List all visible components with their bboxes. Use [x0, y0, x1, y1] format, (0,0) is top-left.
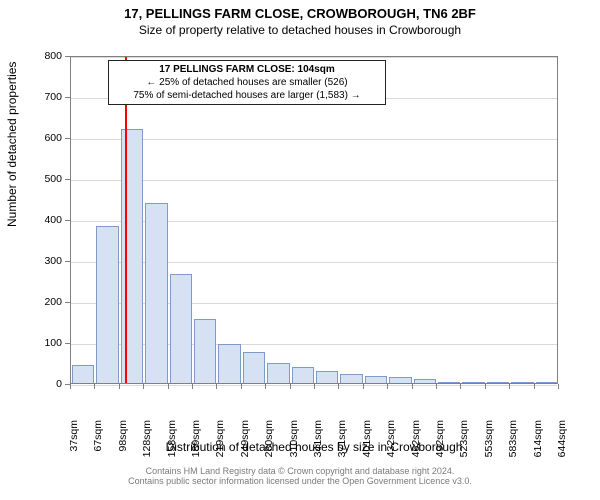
y-tick-mark [65, 56, 70, 57]
gridline [71, 139, 557, 140]
x-tick-mark [241, 384, 242, 389]
chart-container: 17, PELLINGS FARM CLOSE, CROWBOROUGH, TN… [0, 0, 600, 500]
gridline [71, 221, 557, 222]
histogram-bar [170, 274, 192, 383]
x-tick-label: 128sqm [141, 420, 153, 472]
y-tick-label: 0 [30, 378, 62, 390]
subject-marker-line [125, 57, 127, 383]
y-axis-label: Number of detached properties [5, 211, 19, 227]
histogram-bar [267, 363, 289, 384]
histogram-bar [438, 382, 460, 383]
x-tick-label: 341sqm [312, 420, 324, 472]
x-tick-mark [192, 384, 193, 389]
x-tick-label: 280sqm [263, 420, 275, 472]
y-tick-mark [65, 97, 70, 98]
x-tick-mark [412, 384, 413, 389]
x-tick-mark [387, 384, 388, 389]
histogram-bar [462, 382, 484, 383]
gridline [71, 180, 557, 181]
annotation-line-3: 75% of semi-detached houses are larger (… [113, 89, 381, 102]
x-tick-label: 583sqm [507, 420, 519, 472]
x-tick-label: 614sqm [532, 420, 544, 472]
histogram-bar [389, 377, 411, 383]
x-tick-mark [558, 384, 559, 389]
annotation-box: 17 PELLINGS FARM CLOSE: 104sqm ← 25% of … [108, 60, 386, 105]
x-tick-label: 492sqm [434, 420, 446, 472]
y-tick-mark [65, 302, 70, 303]
histogram-bar [243, 352, 265, 383]
y-tick-mark [65, 179, 70, 180]
histogram-bar [487, 382, 509, 383]
x-tick-mark [70, 384, 71, 389]
y-tick-mark [65, 220, 70, 221]
gridline [71, 303, 557, 304]
x-tick-label: 523sqm [458, 420, 470, 472]
histogram-bar [536, 382, 558, 383]
annotation-line-2: ← 25% of detached houses are smaller (52… [113, 76, 381, 89]
x-tick-label: 432sqm [385, 420, 397, 472]
y-tick-label: 400 [30, 214, 62, 226]
x-tick-label: 37sqm [68, 420, 80, 472]
annotation-line-1: 17 PELLINGS FARM CLOSE: 104sqm [113, 63, 381, 76]
chart-title: 17, PELLINGS FARM CLOSE, CROWBOROUGH, TN… [0, 0, 600, 21]
footer-line-2: Contains public sector information licen… [0, 476, 600, 486]
y-tick-label: 600 [30, 132, 62, 144]
y-tick-label: 300 [30, 255, 62, 267]
y-tick-label: 700 [30, 91, 62, 103]
x-tick-mark [460, 384, 461, 389]
histogram-bar [365, 376, 387, 383]
x-tick-mark [436, 384, 437, 389]
y-tick-label: 800 [30, 50, 62, 62]
histogram-bar [145, 203, 167, 383]
y-tick-label: 200 [30, 296, 62, 308]
x-tick-label: 310sqm [288, 420, 300, 472]
x-tick-mark [485, 384, 486, 389]
x-tick-label: 219sqm [214, 420, 226, 472]
x-tick-mark [509, 384, 510, 389]
x-tick-mark [314, 384, 315, 389]
x-tick-label: 644sqm [556, 420, 568, 472]
histogram-bar [72, 365, 94, 383]
x-tick-label: 553sqm [483, 420, 495, 472]
x-tick-mark [265, 384, 266, 389]
x-tick-mark [338, 384, 339, 389]
x-tick-label: 67sqm [92, 420, 104, 472]
histogram-bar [96, 226, 118, 383]
x-tick-mark [216, 384, 217, 389]
x-tick-label: 371sqm [336, 420, 348, 472]
histogram-bar [414, 379, 436, 383]
y-tick-label: 100 [30, 337, 62, 349]
histogram-bar [340, 374, 362, 383]
x-tick-label: 189sqm [190, 420, 202, 472]
histogram-bar [194, 319, 216, 383]
gridline [71, 57, 557, 58]
y-tick-mark [65, 138, 70, 139]
x-tick-label: 158sqm [166, 420, 178, 472]
x-tick-label: 401sqm [361, 420, 373, 472]
gridline [71, 344, 557, 345]
x-tick-label: 249sqm [239, 420, 251, 472]
x-tick-mark [94, 384, 95, 389]
x-tick-mark [290, 384, 291, 389]
x-tick-mark [363, 384, 364, 389]
histogram-bar [292, 367, 314, 383]
y-tick-mark [65, 343, 70, 344]
chart-subtitle: Size of property relative to detached ho… [0, 21, 600, 37]
x-tick-mark [119, 384, 120, 389]
y-tick-label: 500 [30, 173, 62, 185]
histogram-bar [316, 371, 338, 383]
plot-area [70, 56, 558, 384]
histogram-bar [218, 344, 240, 383]
gridline [71, 262, 557, 263]
x-tick-label: 462sqm [410, 420, 422, 472]
x-tick-label: 98sqm [117, 420, 129, 472]
x-tick-mark [143, 384, 144, 389]
histogram-bar [511, 382, 533, 383]
x-tick-mark [534, 384, 535, 389]
x-tick-mark [168, 384, 169, 389]
y-tick-mark [65, 261, 70, 262]
